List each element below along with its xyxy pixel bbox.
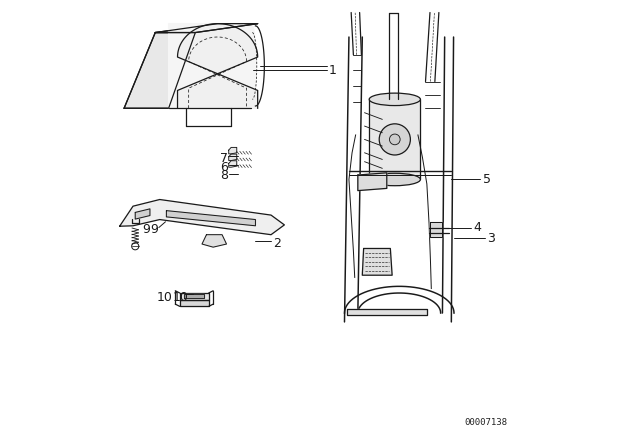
Text: 10: 10 [172,291,188,304]
Polygon shape [431,222,442,237]
Ellipse shape [369,173,420,186]
Text: 7: 7 [220,151,228,164]
Polygon shape [135,209,150,219]
Text: 10: 10 [156,291,172,304]
Polygon shape [168,24,257,108]
Text: 1: 1 [329,64,337,77]
Text: 4: 4 [474,221,481,234]
Polygon shape [369,99,420,180]
Polygon shape [228,161,237,167]
Polygon shape [180,293,209,300]
Polygon shape [228,147,237,154]
Polygon shape [347,309,427,315]
Text: 00007138: 00007138 [464,418,507,426]
Polygon shape [124,33,195,108]
Polygon shape [177,24,258,108]
Text: 3: 3 [487,232,495,245]
Polygon shape [180,300,209,306]
Polygon shape [156,24,258,33]
Text: 5: 5 [483,173,490,186]
Polygon shape [358,173,387,190]
Polygon shape [120,199,284,235]
Text: 9: 9 [150,223,158,236]
Text: 9: 9 [142,223,150,236]
Polygon shape [202,235,227,247]
Ellipse shape [369,93,420,106]
Text: 8: 8 [220,169,228,182]
Polygon shape [166,211,255,226]
Circle shape [390,134,400,145]
Polygon shape [362,249,392,275]
Polygon shape [184,294,204,298]
Text: 2: 2 [273,237,281,250]
Text: 6: 6 [220,160,228,173]
Polygon shape [228,154,237,160]
Circle shape [380,124,410,155]
